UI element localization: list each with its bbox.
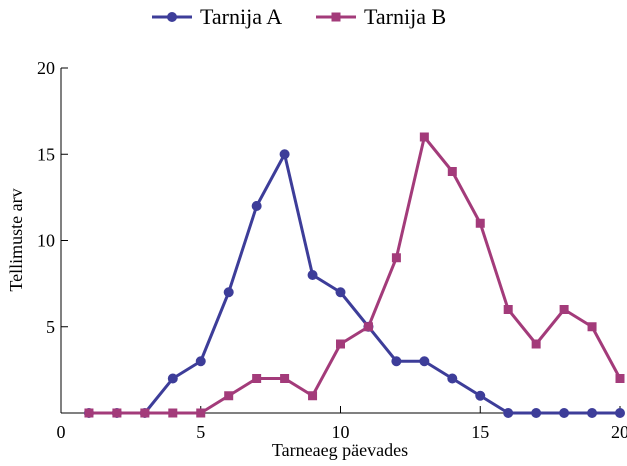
data-point <box>224 391 234 401</box>
data-point <box>503 305 513 314</box>
data-point <box>140 408 150 418</box>
legend-label: Tarnija A <box>200 4 282 29</box>
series-2 <box>84 132 625 418</box>
y-tick-label-20: 20 <box>37 58 55 78</box>
data-point <box>531 339 541 349</box>
data-point <box>447 373 458 384</box>
y-tick-label-10: 10 <box>37 231 55 251</box>
data-point <box>559 305 569 314</box>
x-tick-label-20: 20 <box>611 422 627 442</box>
data-point <box>168 408 178 418</box>
data-point <box>335 287 346 298</box>
x-tick-label-15: 15 <box>471 422 489 442</box>
data-point <box>419 132 429 142</box>
series-line-1 <box>88 152 620 415</box>
y-tick-label-15: 15 <box>37 144 55 164</box>
data-point <box>531 408 542 418</box>
series-1 <box>83 149 625 418</box>
data-point <box>112 408 122 418</box>
y-ticks: 5 10 15 20 <box>37 58 68 337</box>
data-point <box>475 218 485 228</box>
y-axis-title: Tellimuste arv <box>6 188 26 291</box>
legend-item-2: Tarnija B <box>316 4 446 29</box>
axes <box>60 68 620 414</box>
data-point <box>419 356 430 367</box>
data-point <box>223 287 234 298</box>
data-point <box>503 408 514 418</box>
legend-swatch-marker <box>331 12 341 22</box>
data-point <box>280 374 290 383</box>
data-point <box>475 390 486 401</box>
data-point <box>308 391 318 401</box>
data-point <box>615 408 625 418</box>
data-point <box>615 374 625 383</box>
series-line-2 <box>88 135 622 415</box>
data-point <box>587 322 597 332</box>
data-point <box>307 270 318 280</box>
data-point <box>84 408 94 418</box>
data-point <box>391 253 401 263</box>
legend-swatch-marker <box>167 12 177 22</box>
data-point <box>559 408 570 418</box>
legend-label: Tarnija B <box>364 4 446 29</box>
legend: Tarnija A Tarnija B <box>152 4 446 29</box>
data-point <box>167 373 178 384</box>
series-group <box>83 132 625 418</box>
data-point <box>363 322 373 332</box>
data-point <box>391 356 402 367</box>
legend-item-1: Tarnija A <box>152 4 282 29</box>
data-point <box>252 374 262 383</box>
data-point <box>279 149 290 160</box>
data-point <box>196 408 206 418</box>
data-point <box>447 167 457 176</box>
data-point <box>195 356 206 367</box>
x-tick-label-5: 5 <box>196 422 205 442</box>
data-point <box>336 339 345 349</box>
x-tick-label-0: 0 <box>57 422 66 442</box>
data-point <box>587 408 598 418</box>
x-axis-title: Tarneaeg päevades <box>272 440 408 460</box>
data-point <box>251 201 262 211</box>
y-tick-label-5: 5 <box>46 317 55 337</box>
x-tick-label-10: 10 <box>332 422 350 442</box>
